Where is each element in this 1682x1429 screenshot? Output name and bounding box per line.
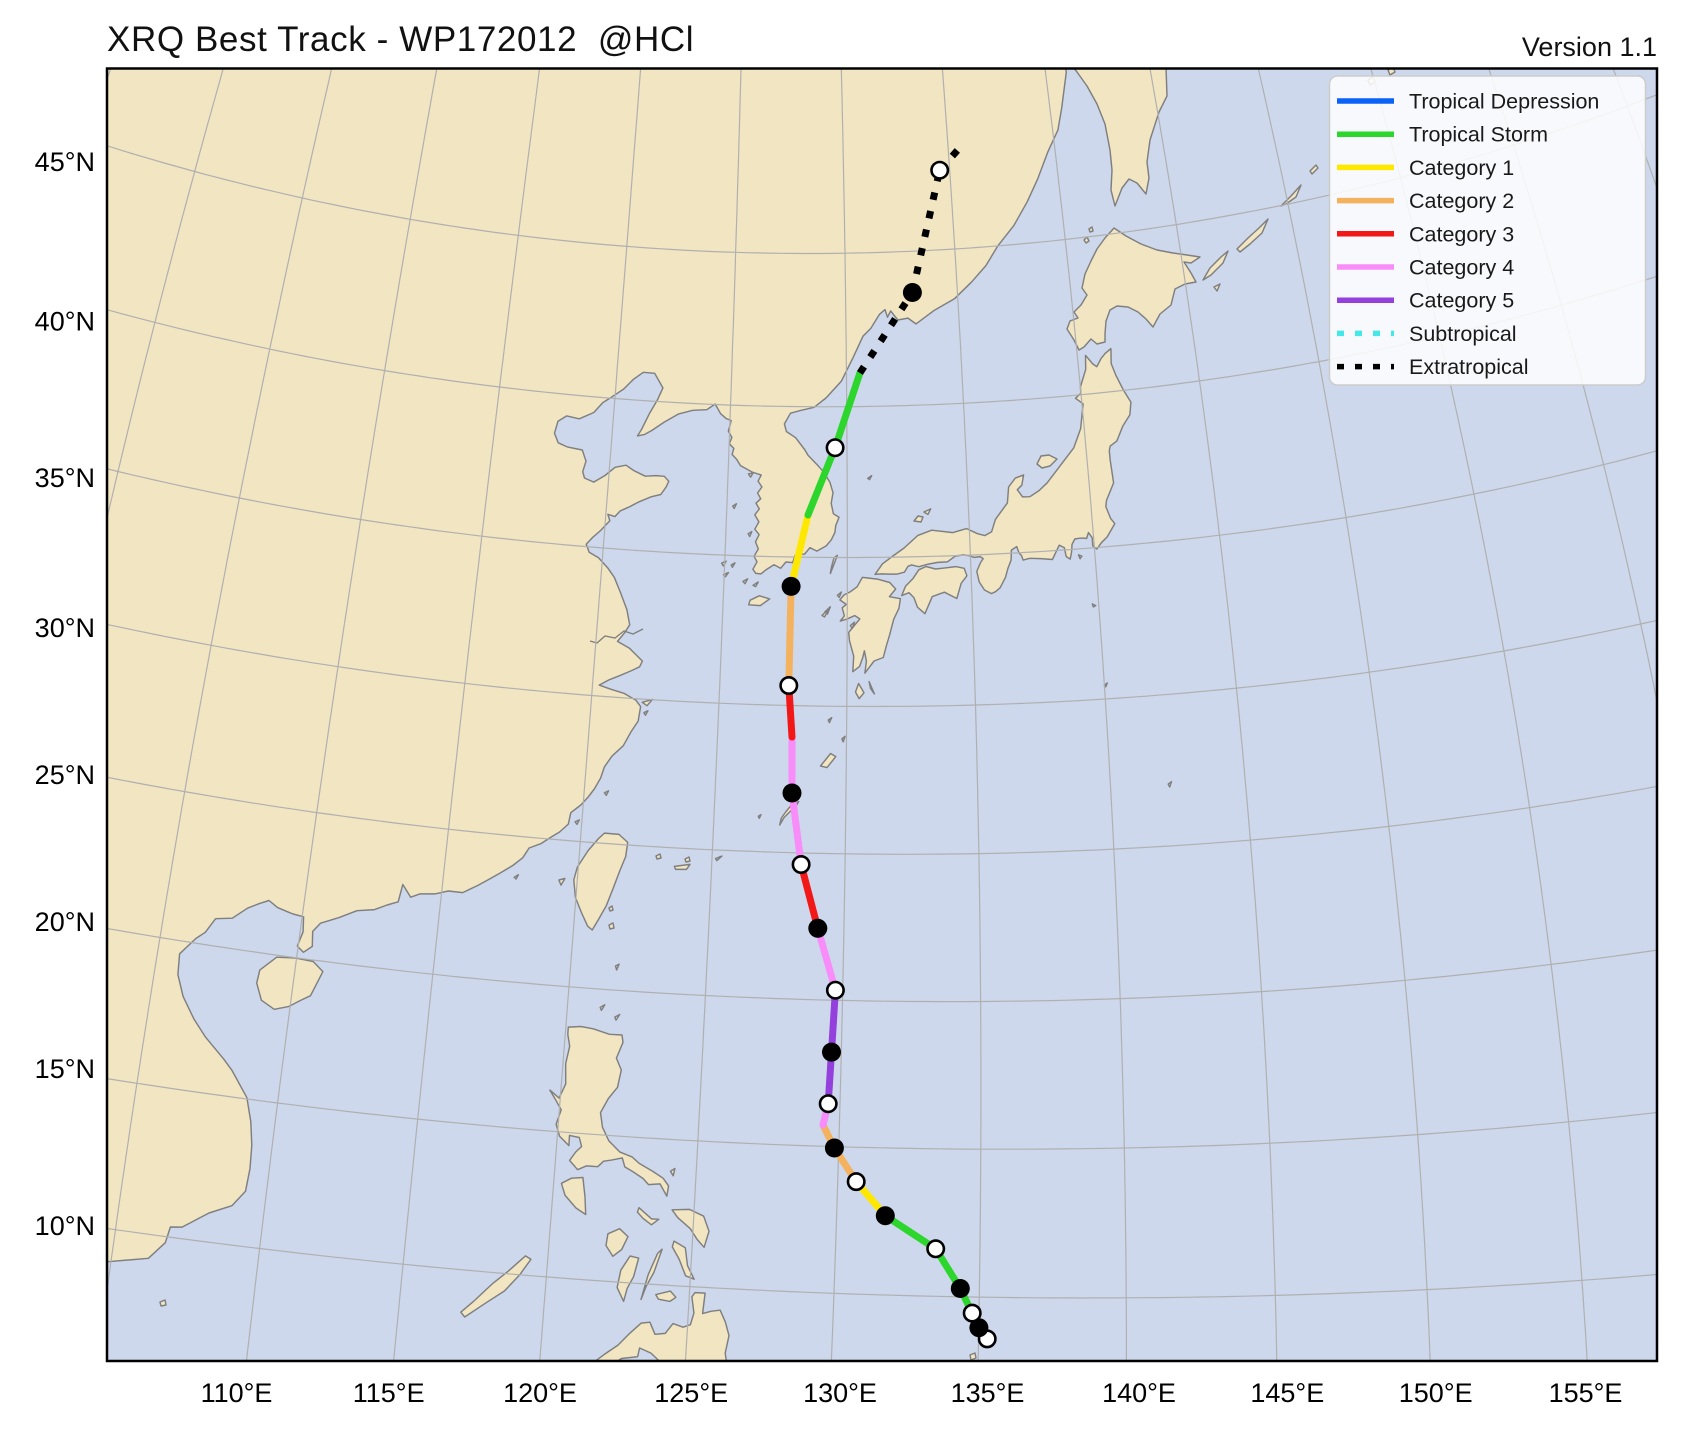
svg-text:Tropical Storm: Tropical Storm	[1409, 123, 1548, 147]
svg-text:XRQ Best Track - WP172012 @HC: XRQ Best Track - WP172012 @HCl	[107, 20, 694, 59]
svg-text:150°E: 150°E	[1399, 1378, 1473, 1408]
svg-text:35°N: 35°N	[35, 463, 95, 493]
svg-text:135°E: 135°E	[951, 1378, 1025, 1408]
svg-text:Tropical Depression: Tropical Depression	[1409, 90, 1599, 114]
svg-text:30°N: 30°N	[35, 613, 95, 643]
svg-text:120°E: 120°E	[503, 1378, 577, 1408]
svg-text:Extratropical: Extratropical	[1409, 355, 1529, 379]
svg-text:130°E: 130°E	[803, 1378, 877, 1408]
svg-text:110°E: 110°E	[201, 1378, 273, 1408]
svg-text:Category 3: Category 3	[1409, 222, 1514, 246]
svg-text:Category 1: Category 1	[1409, 156, 1514, 180]
svg-text:Category 4: Category 4	[1409, 256, 1514, 280]
svg-text:45°N: 45°N	[35, 147, 95, 177]
svg-text:10°N: 10°N	[35, 1211, 95, 1241]
svg-text:15°N: 15°N	[35, 1054, 95, 1084]
svg-text:115°E: 115°E	[353, 1378, 425, 1408]
svg-text:Category 2: Category 2	[1409, 189, 1514, 213]
svg-text:Subtropical: Subtropical	[1409, 322, 1517, 346]
svg-text:125°E: 125°E	[654, 1378, 728, 1408]
svg-text:Category 5: Category 5	[1409, 289, 1514, 313]
svg-text:Version 1.1: Version 1.1	[1522, 32, 1657, 62]
svg-text:155°E: 155°E	[1549, 1378, 1623, 1408]
svg-text:140°E: 140°E	[1102, 1378, 1176, 1408]
svg-text:145°E: 145°E	[1250, 1378, 1324, 1408]
svg-text:40°N: 40°N	[35, 307, 95, 337]
svg-text:25°N: 25°N	[35, 760, 95, 790]
svg-text:20°N: 20°N	[35, 907, 95, 937]
